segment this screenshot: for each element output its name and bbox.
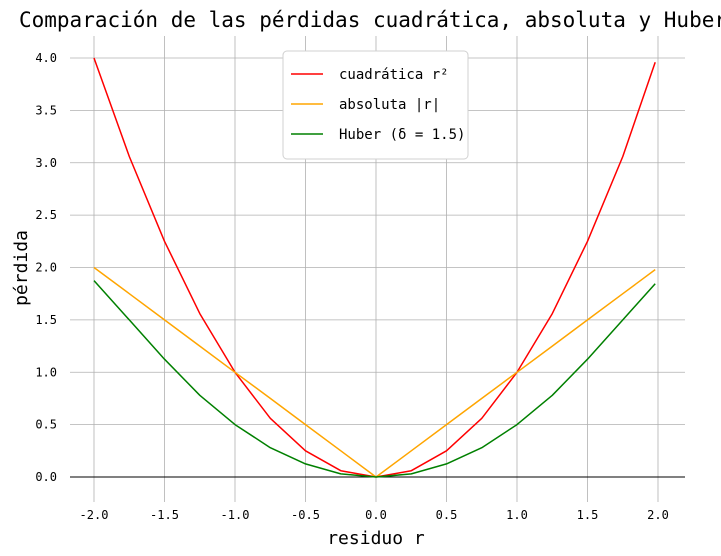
y-tick-label: 1.5 (35, 313, 57, 327)
series-layer (93, 57, 656, 478)
legend: cuadrática r² absoluta |r| Huber (δ = 1.5) (282, 50, 469, 160)
y-tick-label: 1.0 (35, 365, 57, 379)
x-tick-label: 1.0 (506, 508, 528, 522)
y-tick-label: 2.5 (35, 208, 57, 222)
x-tick-label: -2.0 (80, 508, 109, 522)
y-tick-label: 0.0 (35, 470, 57, 484)
y-axis-label: pérdida (11, 230, 32, 306)
chart-title: Comparación de las pérdidas cuadrática, … (19, 8, 721, 32)
x-axis-label: residuo r (327, 528, 425, 549)
x-tick-label: 1.5 (577, 508, 599, 522)
y-tick-label: 3.0 (35, 156, 57, 170)
x-tick-label: 0.5 (436, 508, 458, 522)
x-tick-label: -1.5 (150, 508, 179, 522)
y-tick-label: 4.0 (35, 51, 57, 65)
x-tick-label: -1.0 (221, 508, 250, 522)
legend-label: cuadrática r² (339, 67, 449, 83)
y-tick-label: 2.0 (35, 261, 57, 275)
series-line-2 (93, 280, 656, 478)
y-tick-label: 0.5 (35, 418, 57, 432)
x-tick-label: 0.0 (365, 508, 387, 522)
x-tick-label: -0.5 (291, 508, 320, 522)
legend-label: Huber (δ = 1.5) (339, 127, 465, 143)
x-tick-label: 2.0 (647, 508, 669, 522)
tick-labels: -2.0 -1.5 -1.0 -0.5 0.0 0.5 1.0 1.5 2.0 0.0 0.5 1.0… (35, 51, 669, 522)
legend-box (282, 50, 469, 160)
legend-label: absoluta |r| (339, 97, 440, 113)
y-tick-label: 3.5 (35, 103, 57, 117)
